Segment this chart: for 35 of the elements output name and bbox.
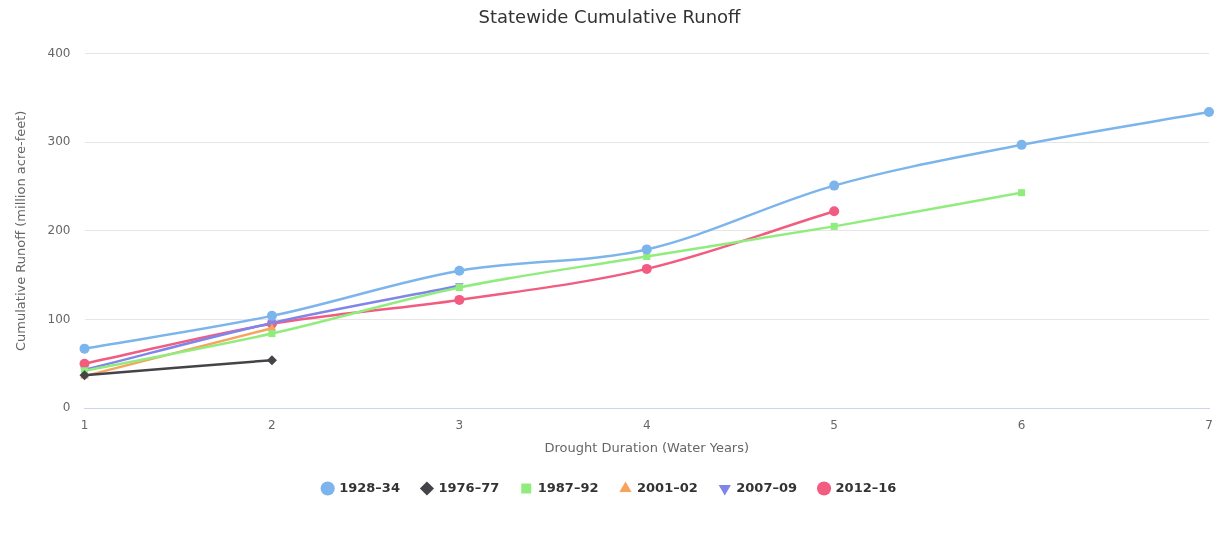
point — [266, 310, 277, 321]
point — [454, 294, 465, 305]
point — [1018, 189, 1026, 197]
x-tick-label: 3 — [455, 418, 464, 433]
point — [1204, 107, 1214, 118]
x-tick-label: 4 — [642, 418, 651, 433]
x-tick-label: 1 — [80, 418, 89, 433]
legend-label: 1928–34 — [339, 479, 400, 495]
point — [641, 244, 652, 255]
x-tick-label: 5 — [830, 418, 838, 433]
x-tick-label: 6 — [1017, 418, 1026, 433]
x-axis-title: Drought Duration (Water Years) — [544, 439, 750, 455]
y-tick-label: 0 — [62, 400, 71, 415]
point — [829, 180, 840, 191]
x-tick-label: 7 — [1205, 418, 1213, 433]
legend-label: 1976–77 — [438, 479, 500, 495]
chart-title: Statewide Cumulative Runoff — [478, 6, 742, 28]
point — [79, 343, 90, 354]
y-axis-title: Cumulative Runoff (million acre-feet) — [13, 110, 29, 352]
y-tick-label: 100 — [47, 311, 71, 326]
y-tick-label: 200 — [47, 222, 71, 237]
y-tick-label: 300 — [47, 134, 71, 149]
point — [268, 330, 276, 338]
legend-label: 2012–16 — [835, 479, 897, 495]
legend-label: 2007–09 — [736, 479, 798, 495]
y-tick-label: 400 — [47, 45, 71, 60]
legend-label: 2001–02 — [637, 479, 698, 495]
point — [829, 206, 840, 217]
point — [1016, 139, 1027, 150]
point — [830, 222, 838, 230]
x-tick-label: 2 — [268, 418, 276, 433]
point — [266, 355, 277, 366]
legend-label: 1987–92 — [537, 479, 599, 495]
point — [641, 263, 652, 274]
point — [454, 265, 465, 276]
